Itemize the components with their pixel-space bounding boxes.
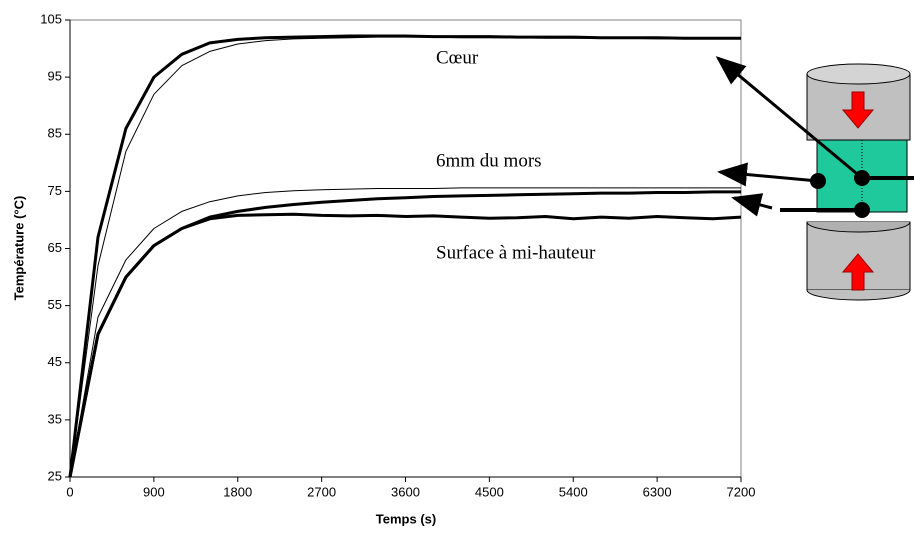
y-tick-label: 105	[40, 11, 62, 26]
x-tick-label: 7200	[727, 484, 756, 499]
y-tick-label: 55	[48, 297, 62, 312]
annotation: Surface à mi-hauteur	[436, 242, 596, 263]
y-tick-label: 85	[48, 126, 62, 141]
series-line	[68, 212, 742, 478]
y-tick-label: 95	[48, 69, 62, 84]
y-tick-label: 25	[48, 468, 62, 483]
x-tick-label: 4500	[475, 484, 504, 499]
x-tick-label: 1800	[223, 484, 252, 499]
plot-area	[69, 19, 742, 478]
x-tick-label: 900	[143, 484, 165, 499]
plot	[68, 34, 742, 478]
x-tick-label: 3600	[391, 484, 420, 499]
annotation: Cœur	[436, 47, 479, 68]
series-line	[69, 187, 741, 478]
series-line	[69, 36, 741, 478]
diagram	[715, 56, 914, 301]
x-axis-title: Temps (s)	[376, 511, 436, 526]
x-tick-label: 5400	[559, 484, 588, 499]
series-line	[68, 34, 741, 478]
y-tick-label: 45	[48, 354, 62, 369]
annotation: 6mm du mors	[436, 150, 542, 171]
y-tick-label: 35	[48, 411, 62, 426]
x-tick-label: 0	[66, 484, 73, 499]
y-tick-label: 65	[48, 240, 62, 255]
y-tick-label: 75	[48, 183, 62, 198]
y-axis-title: Température (°C)	[11, 196, 26, 301]
x-tick-label: 6300	[643, 484, 672, 499]
x-tick-label: 2700	[307, 484, 336, 499]
